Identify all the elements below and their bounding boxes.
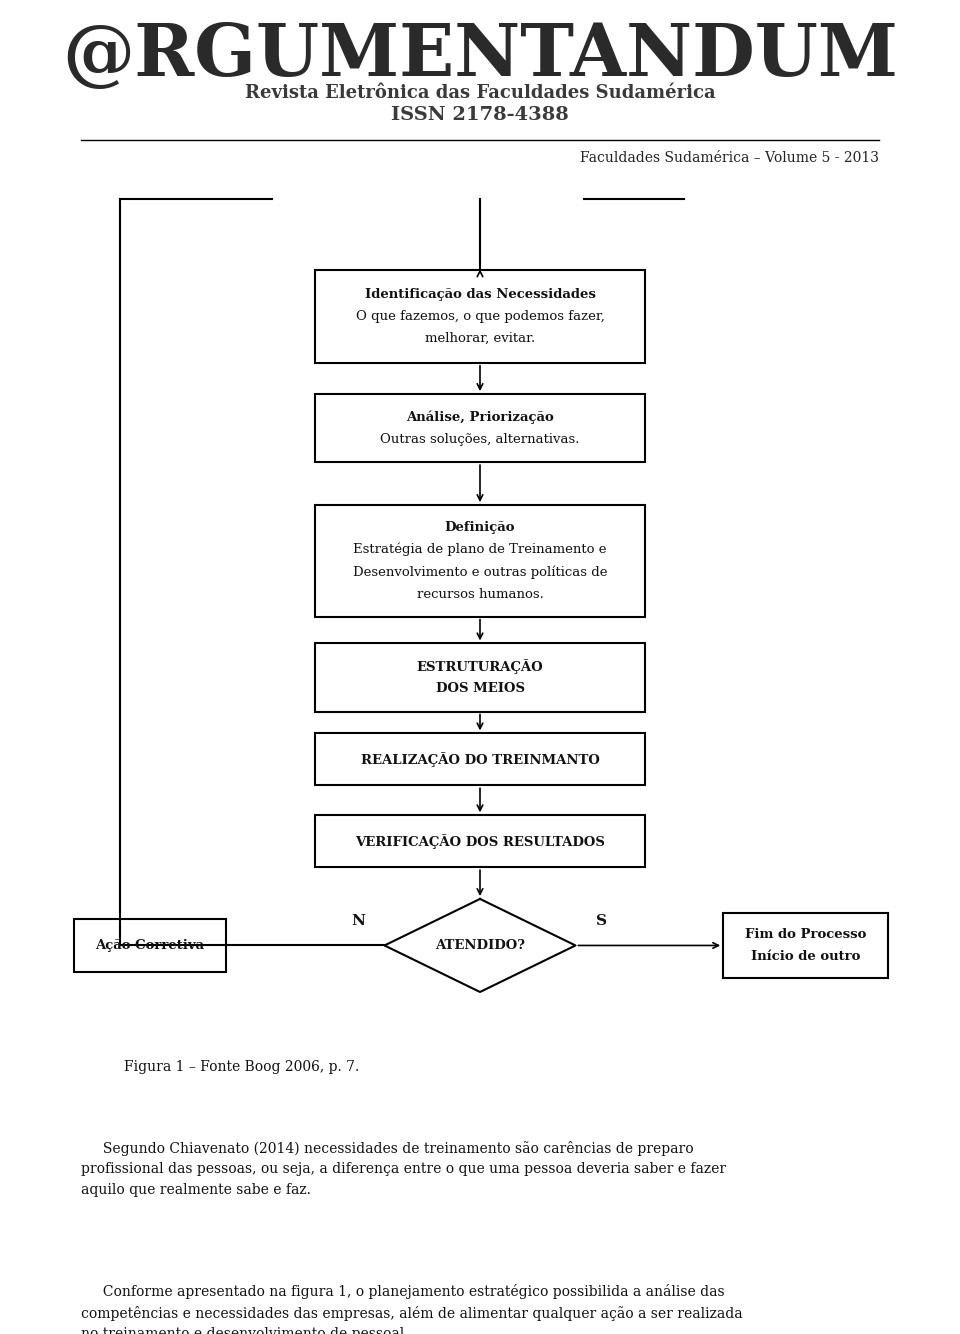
Text: Figura 1 – Fonte Boog 2006, p. 7.: Figura 1 – Fonte Boog 2006, p. 7. [124, 1061, 359, 1074]
FancyBboxPatch shape [315, 394, 645, 462]
Text: DOS MEIOS: DOS MEIOS [436, 682, 524, 695]
Text: ATENDIDO?: ATENDIDO? [435, 939, 525, 952]
Text: Ação Corretiva: Ação Corretiva [96, 939, 204, 952]
FancyBboxPatch shape [74, 919, 226, 971]
Text: Identificação das Necessidades: Identificação das Necessidades [365, 288, 595, 300]
Text: Desenvolvimento e outras políticas de: Desenvolvimento e outras políticas de [352, 566, 608, 579]
Polygon shape [385, 899, 575, 992]
FancyBboxPatch shape [315, 269, 645, 363]
Text: ESTRUTURAÇÃO: ESTRUTURAÇÃO [417, 659, 543, 674]
Text: REALIZAÇÃO DO TREINMANTO: REALIZAÇÃO DO TREINMANTO [361, 752, 599, 767]
Text: Segundo Chiavenato (2014) necessidades de treinamento são carências de preparo
p: Segundo Chiavenato (2014) necessidades d… [81, 1141, 726, 1197]
Text: Análise, Priorização: Análise, Priorização [406, 410, 554, 424]
Text: O que fazemos, o que podemos fazer,: O que fazemos, o que podemos fazer, [355, 309, 605, 323]
FancyBboxPatch shape [315, 643, 645, 711]
FancyBboxPatch shape [315, 734, 645, 786]
Text: @RGUMENTANDUM: @RGUMENTANDUM [62, 20, 898, 91]
Text: ISSN 2178-4388: ISSN 2178-4388 [391, 107, 569, 124]
Text: Conforme apresentado na figura 1, o planejamento estratégico possibilida a análi: Conforme apresentado na figura 1, o plan… [81, 1283, 742, 1334]
Text: Estratégia de plano de Treinamento e: Estratégia de plano de Treinamento e [353, 543, 607, 556]
Text: VERIFICAÇÃO DOS RESULTADOS: VERIFICAÇÃO DOS RESULTADOS [355, 834, 605, 848]
Text: Início de outro: Início de outro [751, 950, 860, 963]
Text: Revista Eletrônica das Faculdades Sudamérica: Revista Eletrônica das Faculdades Sudamé… [245, 84, 715, 103]
Text: N: N [351, 914, 366, 927]
FancyBboxPatch shape [315, 506, 645, 616]
FancyBboxPatch shape [315, 815, 645, 867]
Text: Outras soluções, alternativas.: Outras soluções, alternativas. [380, 432, 580, 446]
Text: Definição: Definição [444, 520, 516, 534]
Text: melhorar, evitar.: melhorar, evitar. [425, 332, 535, 346]
Text: Faculdades Sudamérica – Volume 5 - 2013: Faculdades Sudamérica – Volume 5 - 2013 [581, 151, 879, 165]
Text: S: S [596, 914, 607, 927]
FancyBboxPatch shape [723, 914, 888, 978]
Text: Fim do Processo: Fim do Processo [745, 927, 866, 940]
Text: recursos humanos.: recursos humanos. [417, 588, 543, 600]
